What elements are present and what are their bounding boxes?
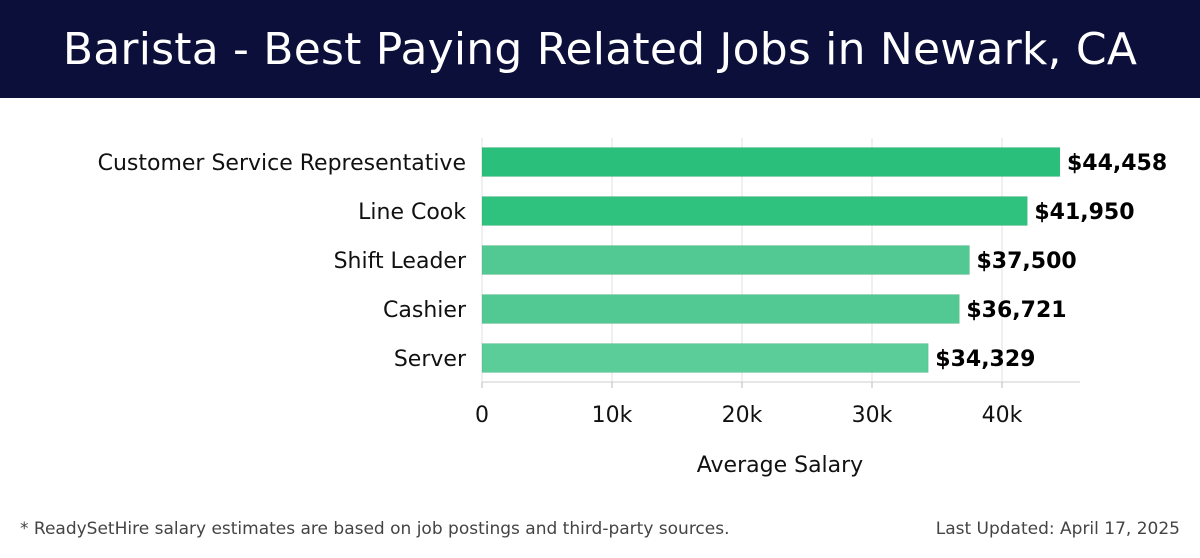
category-label: Cashier <box>383 298 467 323</box>
value-label: $36,721 <box>966 298 1066 323</box>
bars <box>481 147 1061 373</box>
bar <box>481 343 929 373</box>
last-updated: Last Updated: April 17, 2025 <box>935 519 1180 539</box>
category-label: Customer Service Representative <box>98 151 466 176</box>
x-axis-title: Average Salary <box>697 453 863 478</box>
value-label: $41,950 <box>1034 200 1134 225</box>
bar <box>481 196 1028 226</box>
bar <box>481 245 970 275</box>
footnote: * ReadySetHire salary estimates are base… <box>20 519 730 539</box>
x-axis: 0 10k 20k 30k 40k <box>475 381 1080 428</box>
x-tick-label: 30k <box>852 403 893 428</box>
salary-bar-chart: Customer Service Representative Line Cook… <box>98 138 1167 478</box>
category-labels: Customer Service Representative Line Cook… <box>98 151 467 372</box>
value-labels: $44,458 $41,950 $37,500 $36,721 $34,329 <box>935 151 1167 372</box>
x-tick-label: 10k <box>592 403 633 428</box>
title-banner: Barista - Best Paying Related Jobs in Ne… <box>0 0 1200 98</box>
page-title: Barista - Best Paying Related Jobs in Ne… <box>62 23 1138 75</box>
x-tick-label: 20k <box>722 403 763 428</box>
category-label: Shift Leader <box>334 249 467 274</box>
x-tick-label: 0 <box>475 403 489 428</box>
x-tick-label: 40k <box>982 403 1023 428</box>
value-label: $44,458 <box>1067 151 1167 176</box>
value-label: $34,329 <box>935 347 1035 372</box>
value-label: $37,500 <box>977 249 1077 274</box>
category-label: Line Cook <box>358 200 466 225</box>
category-label: Server <box>394 347 467 372</box>
bar <box>481 147 1061 177</box>
bar <box>481 294 960 324</box>
